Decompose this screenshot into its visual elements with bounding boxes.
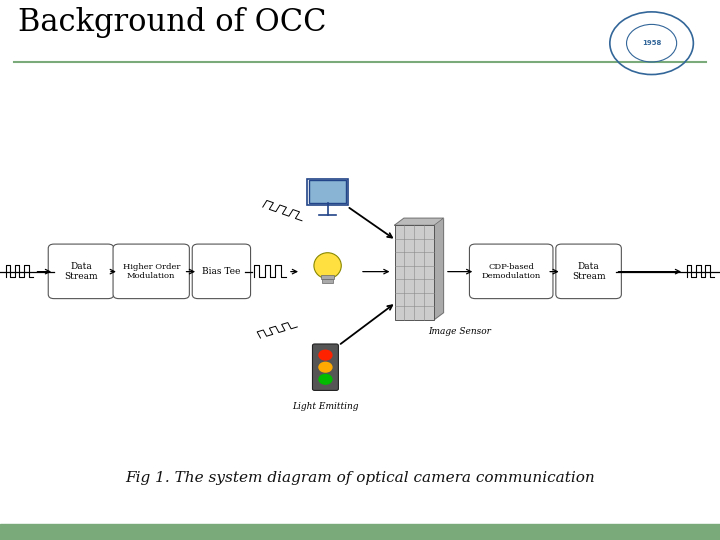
Polygon shape <box>434 218 444 320</box>
Text: Light Emitting: Light Emitting <box>292 402 359 411</box>
FancyBboxPatch shape <box>192 244 251 299</box>
Bar <box>309 180 346 203</box>
Bar <box>321 275 334 279</box>
Circle shape <box>319 374 332 384</box>
Text: Bias Tee: Bias Tee <box>202 267 240 276</box>
Text: 1958: 1958 <box>642 40 661 46</box>
Circle shape <box>319 350 332 360</box>
Text: Data
Stream: Data Stream <box>64 262 98 281</box>
Bar <box>395 225 434 320</box>
Text: Data
Stream: Data Stream <box>572 262 606 281</box>
Bar <box>0 524 720 540</box>
Polygon shape <box>395 218 444 225</box>
Text: Image Sensor: Image Sensor <box>428 327 491 336</box>
FancyBboxPatch shape <box>113 244 189 299</box>
Ellipse shape <box>314 253 341 279</box>
FancyBboxPatch shape <box>469 244 553 299</box>
Text: Background of OCC: Background of OCC <box>18 7 326 38</box>
Bar <box>322 279 333 283</box>
FancyBboxPatch shape <box>48 244 114 299</box>
FancyBboxPatch shape <box>556 244 621 299</box>
Bar <box>307 179 348 205</box>
Circle shape <box>319 362 332 372</box>
Text: Higher Order
Modulation: Higher Order Modulation <box>122 263 180 280</box>
Text: Fig 1. The system diagram of optical camera communication: Fig 1. The system diagram of optical cam… <box>125 471 595 485</box>
FancyBboxPatch shape <box>312 344 338 390</box>
Text: CDP-based
Demodulation: CDP-based Demodulation <box>482 263 541 280</box>
